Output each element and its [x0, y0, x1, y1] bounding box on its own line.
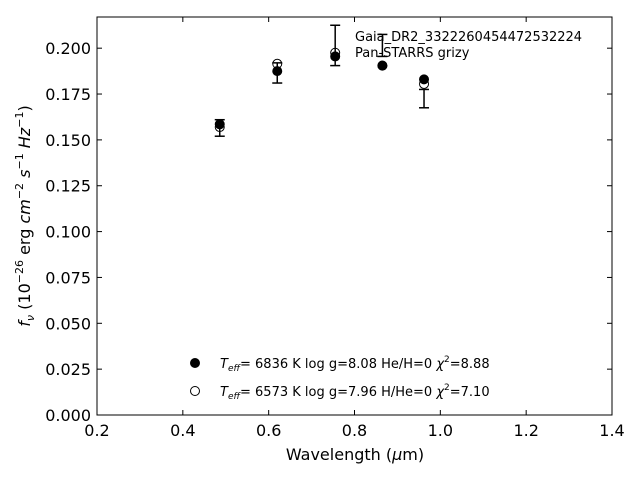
axis-ticks: 0.2 0.4 0.6 0.8 1.0 1.2 1.4 0.000 0.025 0.050 0.07…: [45, 17, 625, 440]
x-tick-label: 1.4: [599, 421, 624, 440]
x-tick-label: 1.2: [513, 421, 538, 440]
x-tick-label: 0.4: [170, 421, 195, 440]
model-point-filled: [330, 51, 341, 62]
x-tick-label: 0.6: [256, 421, 281, 440]
model-point-filled: [272, 66, 283, 77]
model-point-filled: [214, 119, 225, 130]
observed-error-bar: [419, 88, 430, 109]
y-axis-label: fν (10−26 erg cm−2 s−1 Hz−1): [13, 105, 37, 326]
top-legend: Gaia_DR2_3322260454472532224 Pan-STARRS …: [355, 30, 582, 61]
legend-entry-1: Teff= 6836 K log g=8.08 He/H=0 χ2=8.88: [220, 355, 490, 374]
x-tick-label: 0.2: [84, 421, 109, 440]
x-tick-label: 1.0: [428, 421, 453, 440]
y-tick-label: 0.000: [45, 406, 91, 425]
y-tick-label: 0.150: [45, 131, 91, 150]
legend-photometry-label: Pan-STARRS grizy: [355, 46, 470, 61]
model-point-open: [214, 122, 225, 133]
model-legend: Teff= 6836 K log g=8.08 He/H=0 χ2=8.88 T…: [190, 355, 490, 402]
model-point-open: [272, 58, 283, 69]
y-tick-label: 0.125: [45, 177, 91, 196]
y-tick-label: 0.175: [45, 85, 91, 104]
model-point-open: [377, 60, 388, 71]
y-tick-label: 0.075: [45, 268, 91, 287]
legend-object-label: Gaia_DR2_3322260454472532224: [355, 30, 582, 45]
y-tick-label: 0.200: [45, 39, 91, 58]
y-tick-label: 0.025: [45, 360, 91, 379]
legend-marker-open: [190, 386, 200, 396]
legend-marker-filled: [190, 358, 200, 368]
y-tick-label: 0.050: [45, 314, 91, 333]
y-tick-label: 0.100: [45, 223, 91, 242]
data-points: [214, 47, 430, 133]
x-tick-label: 0.8: [342, 421, 367, 440]
plot-frame: [96, 16, 613, 416]
x-axis-label: Wavelength (μm): [286, 445, 424, 464]
legend-entry-2: Teff= 6573 K log g=7.96 H/He=0 χ2=7.10: [220, 383, 490, 402]
observed-error-bar: [377, 33, 388, 58]
model-point-open: [330, 47, 341, 58]
model-point-open: [419, 78, 430, 89]
